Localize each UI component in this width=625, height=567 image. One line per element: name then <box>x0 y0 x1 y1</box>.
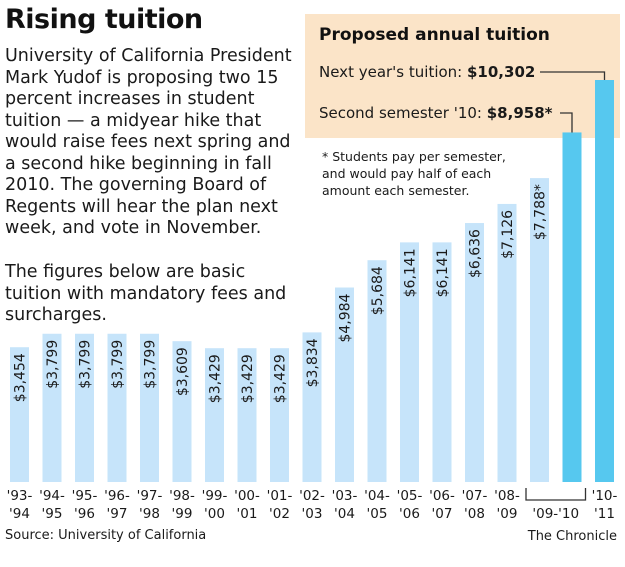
data-label-16: $7,788* <box>533 184 549 240</box>
bar-17 <box>562 132 582 483</box>
proposed-tuition-box <box>305 14 620 138</box>
bar-5 <box>172 341 192 482</box>
data-label-9: $3,834 <box>305 338 321 387</box>
bar-6 <box>205 348 224 482</box>
x-tick-label-18-line2: '11 <box>594 506 615 522</box>
data-label-0: $3,454 <box>13 353 29 402</box>
chart-title: Rising tuition <box>5 4 203 35</box>
group-bracket-label: '09-'10 <box>532 506 579 522</box>
bar-8 <box>270 348 289 482</box>
data-label-4: $3,799 <box>143 340 159 389</box>
x-tick-label-7-line1: '00- <box>234 488 260 504</box>
bar-0 <box>10 347 29 482</box>
next-year-value: $10,302 <box>467 63 536 81</box>
proposed-tuition-title: Proposed annual tuition <box>319 25 550 45</box>
bar-12 <box>400 242 419 482</box>
x-tick-label-12-line2: '06 <box>399 506 420 522</box>
second-semester-value: $8,958* <box>486 104 553 122</box>
source-note: Source: University of California <box>5 528 207 543</box>
x-tick-label-2-line1: '95- <box>72 488 98 504</box>
next-year-label: Next year's tuition: <box>319 63 467 81</box>
bar-9 <box>302 332 322 482</box>
bar-15 <box>497 203 517 482</box>
credit-note: The Chronicle <box>527 529 617 544</box>
data-label-12: $6,141 <box>403 248 419 297</box>
bar-1 <box>42 333 62 482</box>
x-tick-label-12-line1: '05- <box>397 488 423 504</box>
group-bracket <box>525 488 587 501</box>
x-tick-label-15-line2: '09 <box>497 506 518 522</box>
x-tick-label-4-line1: '97- <box>137 488 163 504</box>
data-label-15: $7,126 <box>500 210 516 259</box>
x-tick-label-7-line2: '01 <box>237 506 258 522</box>
x-tick-label-4-line2: '98 <box>139 506 160 522</box>
x-tick-label-0-line2: '94 <box>9 506 30 522</box>
data-label-8: $3,429 <box>273 354 289 403</box>
data-label-5: $3,609 <box>175 347 191 396</box>
x-tick-label-0-line1: '93- <box>7 488 33 504</box>
x-tick-label-1-line1: '94- <box>39 488 65 504</box>
second-semester-label: Second semester '10: <box>319 104 487 122</box>
bar-16 <box>530 178 549 483</box>
data-label-7: $3,429 <box>240 354 256 403</box>
x-tick-label-10-line2: '04 <box>334 506 355 522</box>
x-tick-label-13-line1: '06- <box>429 488 455 504</box>
bar-13 <box>432 242 452 482</box>
leader-line-next-year <box>540 71 606 80</box>
x-tick-label-3-line2: '97 <box>107 506 128 522</box>
x-tick-label-9-line1: '02- <box>299 488 325 504</box>
second-semester-annotation: Second semester '10: $8,958* <box>319 104 552 122</box>
bar-18 <box>595 80 614 482</box>
x-tick-label-18-line1: '10- <box>592 488 618 504</box>
data-label-11: $5,684 <box>370 266 386 315</box>
x-tick-label-10-line1: '03- <box>332 488 358 504</box>
x-tick-label-5-line2: '99 <box>172 506 193 522</box>
leader-line-second-semester <box>560 112 573 133</box>
bar-4 <box>140 333 159 482</box>
x-tick-label-5-line1: '98- <box>169 488 195 504</box>
data-label-6: $3,429 <box>208 354 224 403</box>
bar-11 <box>367 260 387 482</box>
data-label-3: $3,799 <box>110 340 126 389</box>
next-year-annotation: Next year's tuition: $10,302 <box>319 63 535 81</box>
bar-10 <box>335 287 354 482</box>
data-label-14: $6,636 <box>468 229 484 278</box>
x-tick-label-6-line1: '99- <box>202 488 228 504</box>
x-tick-label-1-line2: '95 <box>42 506 63 522</box>
data-label-1: $3,799 <box>45 340 61 389</box>
x-tick-label-2-line2: '96 <box>74 506 95 522</box>
data-label-2: $3,799 <box>78 340 94 389</box>
bar-14 <box>465 223 484 483</box>
note-text: The figures below are basic tuition with… <box>5 262 287 325</box>
x-tick-label-11-line2: '05 <box>367 506 388 522</box>
bar-2 <box>75 333 94 482</box>
data-label-10: $4,984 <box>338 293 354 342</box>
intro-text: University of California President Mark … <box>5 46 292 238</box>
footnote: * Students pay per semester, and would p… <box>322 149 506 198</box>
x-tick-label-13-line2: '07 <box>432 506 453 522</box>
x-tick-label-3-line1: '96- <box>104 488 130 504</box>
bar-7 <box>237 348 257 482</box>
x-tick-label-11-line1: '04- <box>364 488 390 504</box>
bar-3 <box>107 333 127 482</box>
x-tick-label-8-line2: '02 <box>269 506 290 522</box>
x-tick-label-14-line2: '08 <box>464 506 485 522</box>
x-tick-label-15-line1: '08- <box>494 488 520 504</box>
x-tick-label-8-line1: '01- <box>267 488 293 504</box>
x-tick-label-9-line2: '03 <box>302 506 323 522</box>
x-tick-label-6-line2: '00 <box>204 506 225 522</box>
data-label-13: $6,141 <box>435 248 451 297</box>
x-tick-label-14-line1: '07- <box>462 488 488 504</box>
